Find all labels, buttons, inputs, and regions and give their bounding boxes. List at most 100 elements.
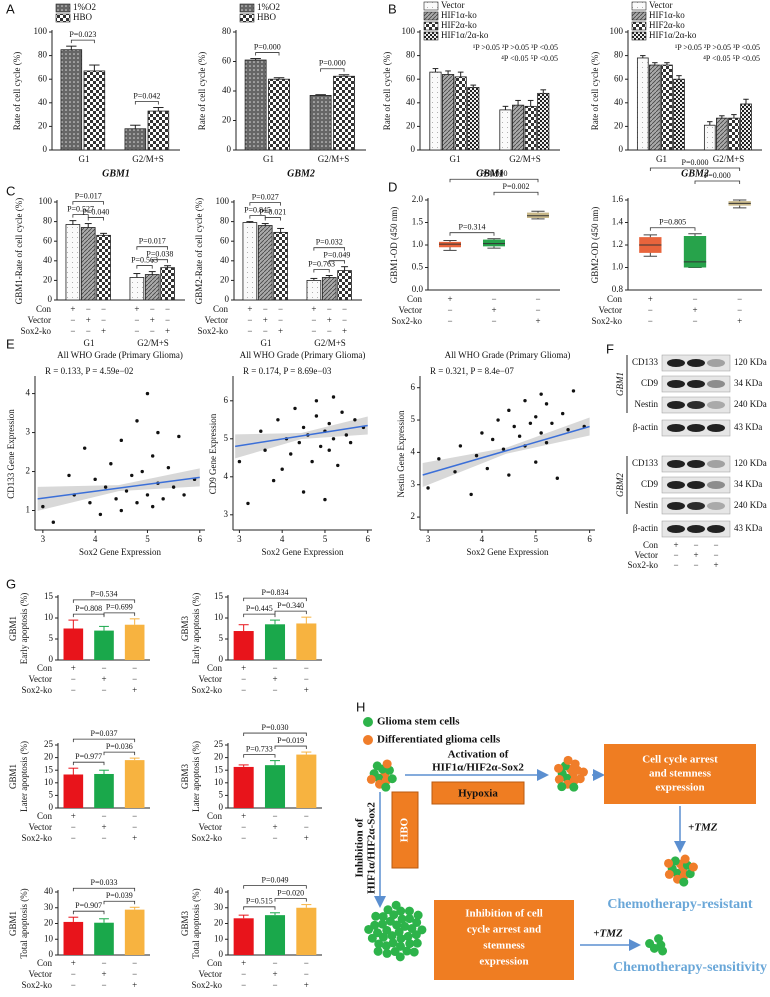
- stat-label: R = 0.174, P = 8.69e−03: [243, 366, 332, 376]
- bar: [83, 70, 106, 151]
- condition-sign: −: [272, 685, 277, 695]
- point: [539, 392, 543, 396]
- p-value: P=0.845: [244, 205, 271, 214]
- bracket: [255, 52, 280, 56]
- chart-title: All WHO Grade (Primary Glioma): [57, 350, 183, 360]
- panel-letter: C: [6, 183, 15, 198]
- bracket: [449, 232, 495, 236]
- y-tick-label: 20: [222, 115, 232, 125]
- condition-sign: +: [71, 811, 76, 821]
- cell: [557, 782, 567, 792]
- point: [571, 389, 576, 393]
- condition-sign: −: [134, 315, 139, 325]
- y-tick-label: 1.6: [612, 194, 624, 204]
- bracket: [320, 68, 345, 72]
- x-axis-label: Sox2 Gene Expression: [262, 547, 344, 557]
- y-tick-label: 20: [406, 120, 416, 130]
- legend-label: Vector: [649, 0, 673, 10]
- y-tick-label: 5: [411, 414, 416, 424]
- cell: [367, 933, 377, 943]
- box: [683, 236, 707, 268]
- cell: [407, 924, 417, 934]
- y-axis-label: Rate of cell cycle (%): [590, 52, 600, 130]
- y-axis-label: GBM2-OD (450 nm): [590, 207, 600, 284]
- point: [280, 467, 284, 471]
- panel-letter: E: [6, 336, 15, 351]
- p-value: P=0.033: [91, 878, 118, 887]
- y-tick-label: 40: [220, 255, 230, 265]
- condition-sign: −: [263, 304, 268, 314]
- cell: [405, 939, 415, 949]
- p-value: P=0.002: [503, 182, 530, 191]
- x-tick-label: 6: [587, 534, 592, 544]
- legend-label: HIF2α-ko: [649, 20, 685, 30]
- condition-sign: +: [247, 304, 252, 314]
- p-value: P=0.763: [308, 259, 335, 268]
- bracket: [72, 761, 105, 766]
- band-size: 43 KDa: [734, 422, 762, 432]
- condition-sign: −: [101, 685, 106, 695]
- y-tick-label: 30: [214, 902, 224, 912]
- blot-band: [707, 380, 725, 388]
- y-tick-label: 60: [38, 73, 48, 83]
- y-axis-label: Rate of cell cycle (%): [12, 52, 22, 130]
- cell: [396, 934, 406, 944]
- condition-sign: +: [272, 969, 277, 979]
- x-tick-label: 4: [280, 534, 285, 544]
- blot-band: [707, 359, 725, 367]
- condition-name: Vector: [635, 550, 659, 560]
- p-value: P=0.042: [133, 91, 160, 100]
- y-tick-label: 0: [49, 802, 54, 812]
- y-tick-label: 80: [222, 26, 232, 36]
- x-tick-label: G1: [261, 338, 272, 348]
- point: [140, 469, 144, 474]
- cell: [412, 938, 422, 948]
- blot-band: [687, 502, 705, 510]
- condition-sign: −: [132, 811, 137, 821]
- x-tick-label: G2/M+S: [713, 154, 745, 164]
- cell: [402, 946, 412, 956]
- y-tick-label: 6: [411, 382, 416, 392]
- point: [512, 424, 516, 429]
- arrow-label: +TMZ: [593, 928, 623, 940]
- cell: [382, 759, 392, 769]
- point: [517, 434, 522, 438]
- blot-band: [707, 401, 725, 409]
- y-tick-label: 15: [214, 591, 224, 601]
- bracket: [264, 217, 281, 221]
- point: [276, 418, 280, 422]
- y-axis-label: Early apoptosis (%): [191, 593, 201, 664]
- x-tick-label: G2/M+S: [132, 154, 164, 164]
- cell: [409, 947, 419, 957]
- x-tick-label: 6: [198, 534, 203, 544]
- condition-sign: −: [304, 958, 309, 968]
- condition-sign: +: [71, 663, 76, 673]
- bracket: [243, 885, 307, 889]
- protein-label: Nestin: [635, 500, 659, 510]
- condition-sign: +: [132, 685, 137, 695]
- y-tick-label: 5: [49, 633, 54, 643]
- y-tick-label: 10: [44, 933, 54, 943]
- condition-sign: −: [71, 685, 76, 695]
- y-tick-label: 100: [402, 26, 416, 36]
- point: [501, 447, 506, 451]
- y-tick-label: 20: [614, 120, 624, 130]
- point: [171, 485, 176, 489]
- y-axis-label: Total apoptosis (%): [19, 888, 29, 958]
- y-tick-label: 20: [220, 274, 230, 284]
- bracket: [649, 227, 696, 231]
- bar: [740, 103, 752, 151]
- point: [67, 473, 71, 478]
- y-tick-label: 40: [614, 97, 624, 107]
- p-value: P=0.037: [91, 729, 118, 738]
- y-tick-label: 5: [224, 433, 229, 443]
- hbo-box: [391, 791, 419, 869]
- point: [507, 473, 511, 477]
- cell: [645, 939, 655, 949]
- condition-name: Vector: [29, 969, 53, 979]
- band-size: 120 KDa: [734, 458, 767, 468]
- condition-sign: +: [304, 980, 309, 990]
- y-tick-label: 100: [34, 26, 48, 36]
- bar: [268, 78, 290, 151]
- point: [263, 448, 267, 452]
